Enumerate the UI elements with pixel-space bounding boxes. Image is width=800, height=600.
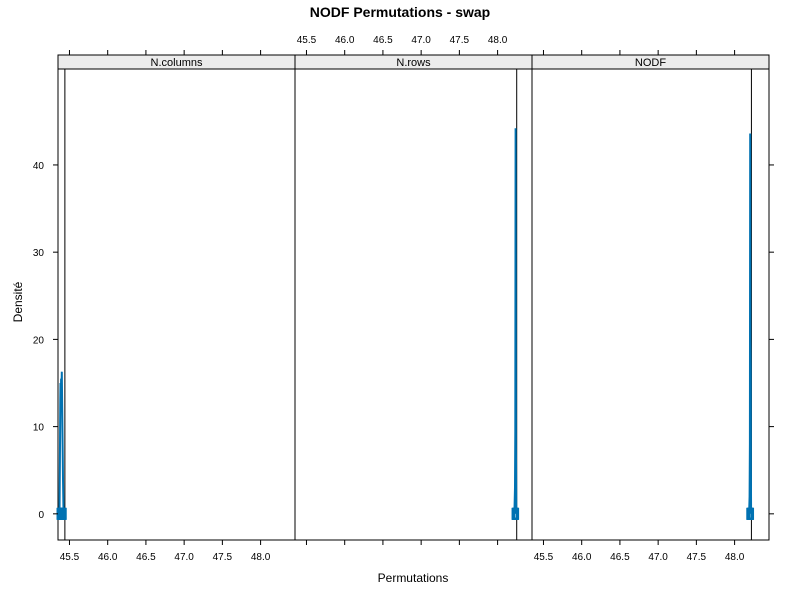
x-tick-label-0-0: 45.5 [60, 552, 80, 563]
x-tick-label-1-4: 47.5 [450, 35, 470, 46]
x-tick-label-1-1: 46.0 [335, 35, 355, 46]
panel-frame-1 [294, 54, 533, 541]
x-axis-label: Permutations [378, 571, 449, 585]
x-tick-label-2-2: 46.5 [610, 552, 630, 563]
density-line-0 [58, 371, 65, 514]
x-tick-label-0-4: 47.5 [213, 552, 233, 563]
x-tick-label-0-5: 48.0 [251, 552, 271, 563]
strip-label-0: N.columns [151, 57, 203, 69]
y-tick-label-2: 20 [33, 335, 45, 346]
x-tick-label-2-0: 45.5 [534, 552, 554, 563]
rug-point-2-6 [748, 507, 755, 520]
y-tick-label-3: 30 [33, 248, 45, 259]
x-tick-label-2-1: 46.0 [572, 552, 592, 563]
panel-frame-0 [57, 54, 296, 541]
strip-label-2: NODF [635, 57, 666, 69]
rug-point-0-11 [60, 507, 67, 520]
density-line-1 [513, 128, 518, 514]
density-line-2 [748, 133, 753, 514]
y-tick-label-0: 0 [38, 510, 44, 521]
x-tick-label-1-2: 46.5 [373, 35, 393, 46]
x-tick-label-1-5: 48.0 [488, 35, 508, 46]
x-tick-label-2-5: 48.0 [725, 552, 745, 563]
x-tick-label-0-1: 46.0 [98, 552, 118, 563]
y-axis-label: Densité [11, 281, 25, 322]
panel-frame-2 [531, 54, 770, 541]
x-tick-label-1-3: 47.0 [411, 35, 431, 46]
y-tick-label-1: 10 [33, 423, 45, 434]
x-tick-label-1-0: 45.5 [297, 35, 317, 46]
x-tick-label-0-3: 47.0 [174, 552, 194, 563]
strip-label-1: N.rows [396, 57, 431, 69]
x-tick-label-2-4: 47.5 [687, 552, 707, 563]
y-tick-label-4: 40 [33, 161, 45, 172]
rug-point-1-5 [513, 507, 520, 520]
x-tick-label-0-2: 46.5 [136, 552, 156, 563]
chart-title: NODF Permutations - swap [310, 4, 490, 20]
x-tick-label-2-3: 47.0 [648, 552, 668, 563]
